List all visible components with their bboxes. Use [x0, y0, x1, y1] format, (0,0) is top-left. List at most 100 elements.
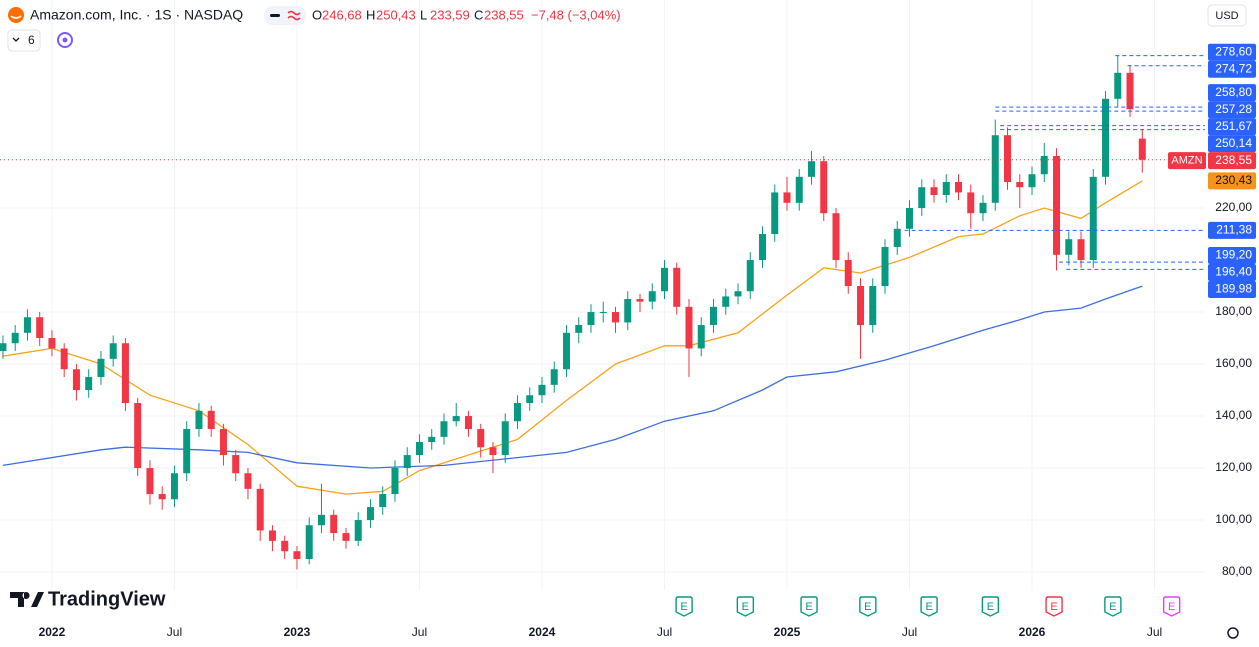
brand: TradingView [48, 588, 166, 610]
axis-price-text: 257,28 [1215, 102, 1252, 116]
y-tick-label: 80,00 [1222, 564, 1252, 578]
candle-body [795, 176, 803, 203]
candle-body [391, 468, 399, 495]
candle-body [758, 234, 766, 261]
candle-body [550, 369, 558, 385]
wave-icon [287, 10, 301, 21]
symbol-title[interactable]: Amazon.com, Inc. · 1S · NASDAQ [30, 7, 243, 23]
earnings-marker[interactable] [981, 596, 1000, 617]
plot [0, 55, 1146, 570]
candle-body [930, 187, 938, 196]
candle-body [342, 533, 350, 541]
chevron [12, 37, 20, 42]
x-tick-label: Jul [657, 625, 672, 639]
candle-body [1138, 138, 1146, 160]
y-tick-label: 220,00 [1215, 200, 1252, 214]
candle-body [869, 286, 877, 326]
earnings-label: E [1050, 601, 1057, 613]
earnings-label: E [742, 601, 749, 613]
axis-price-label [1208, 84, 1256, 102]
candle-body [893, 228, 901, 248]
moving-average [2, 285, 1143, 469]
candle-body [513, 403, 521, 422]
symbol-tag-text: AMZN [1171, 155, 1202, 167]
brand-logo [10, 592, 44, 607]
candle-body [452, 416, 460, 422]
candle-body [256, 488, 264, 531]
settings-icon[interactable] [1227, 627, 1239, 639]
candle-body [195, 410, 203, 430]
candle-body [415, 442, 423, 456]
earnings-marker[interactable] [675, 596, 693, 617]
earnings-marker[interactable] [1162, 596, 1181, 617]
candle-body [857, 286, 865, 326]
symbol-logo[interactable] [8, 7, 24, 23]
axis-price-text: 211,38 [1216, 223, 1252, 237]
ohlc-value: 233,59 [430, 7, 470, 22]
candle-body [23, 317, 31, 333]
candle-body [489, 447, 497, 456]
compare-toggle[interactable] [264, 6, 306, 25]
x-tick-label: Jul [1147, 625, 1162, 639]
earnings-marker[interactable] [736, 596, 755, 617]
refresh-icon[interactable] [57, 32, 73, 48]
axis-price-label [1208, 172, 1256, 190]
candle-body [1077, 239, 1085, 261]
y-tick-label: 180,00 [1215, 304, 1252, 318]
candle-body [170, 473, 178, 500]
candle-body [1016, 182, 1024, 188]
axis-price-text: 238,55 [1215, 153, 1252, 167]
candle-body [538, 384, 546, 396]
candle-body [305, 525, 313, 560]
ohlc-key: C [474, 7, 483, 22]
x-tick-label: 2026 [1019, 625, 1046, 639]
earnings-marker[interactable] [800, 596, 818, 617]
candle-body [379, 494, 387, 508]
earnings-marker[interactable] [859, 596, 877, 617]
candle-body [1114, 72, 1122, 99]
x-tick-label: 2025 [774, 625, 801, 639]
earnings-marker[interactable] [1104, 596, 1122, 617]
candle-body [1004, 135, 1012, 183]
candle-body [207, 410, 215, 430]
candle-body [1089, 176, 1097, 261]
candle-body [599, 312, 607, 314]
earnings-label: E [680, 601, 687, 613]
x-tick-label: 2022 [39, 625, 66, 639]
candle-body [97, 358, 105, 378]
currency-button[interactable] [1207, 4, 1247, 27]
candle-body [942, 182, 950, 196]
candle-body [1028, 174, 1036, 188]
symbol-tag [1168, 152, 1206, 170]
ohlc-key: O [312, 7, 322, 22]
candle-body [11, 332, 19, 344]
candle-body [685, 306, 693, 349]
candle-body [771, 192, 779, 235]
axis-price-text: 278,60 [1215, 44, 1252, 58]
candle-body [85, 377, 93, 391]
axis-price-text: 196,40 [1215, 265, 1252, 279]
indicators-toggle[interactable] [7, 29, 41, 52]
candle-body [366, 507, 374, 521]
candle-body [293, 551, 301, 560]
logo-mark [10, 15, 22, 19]
earnings-label: E [1109, 601, 1116, 613]
earnings-label: E [987, 601, 994, 613]
earnings-label: E [1168, 601, 1175, 613]
candle-body [109, 343, 117, 359]
ohlc-value: 246,68 [322, 7, 362, 22]
earnings-marker[interactable] [920, 596, 938, 617]
earnings-marker[interactable] [1045, 596, 1063, 617]
earnings-label: E [864, 601, 871, 613]
candle-body [1040, 156, 1048, 175]
candle-body [709, 306, 717, 326]
candle-body [979, 202, 987, 214]
axis-price-text: 250,14 [1215, 136, 1252, 150]
axis-price-text: 199,20 [1215, 248, 1252, 262]
indicators-count: 6 [28, 33, 35, 47]
candle-body [72, 369, 80, 391]
axis-price-label [1208, 221, 1256, 239]
candle-body [501, 421, 509, 456]
candle-body [575, 325, 583, 333]
